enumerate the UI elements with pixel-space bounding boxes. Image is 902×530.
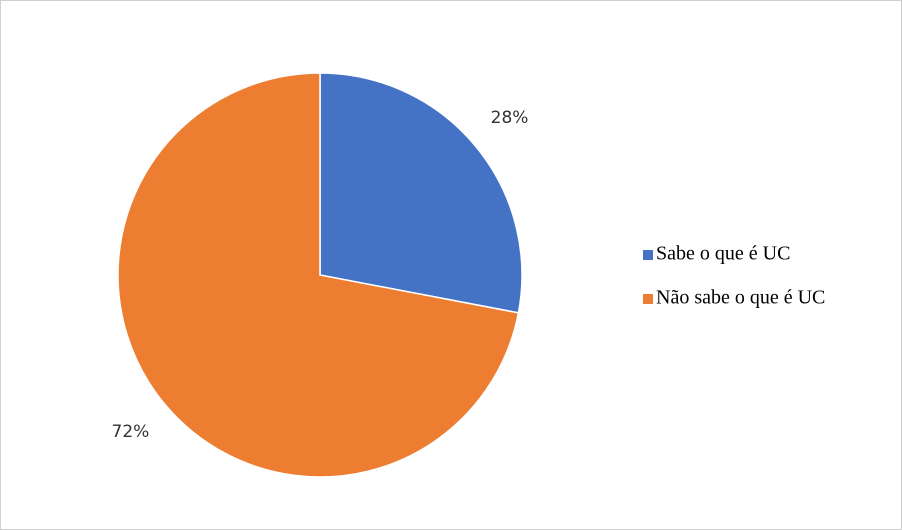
legend-swatch <box>643 250 653 260</box>
data-label: 28% <box>491 108 529 128</box>
pie-slice <box>117 72 520 478</box>
pie-slice <box>319 72 523 314</box>
legend-label: Não sabe o que é UC <box>656 287 825 309</box>
legend-swatch <box>643 294 653 304</box>
data-label: 72% <box>112 422 150 442</box>
legend-label: Sabe o que é UC <box>656 243 790 265</box>
